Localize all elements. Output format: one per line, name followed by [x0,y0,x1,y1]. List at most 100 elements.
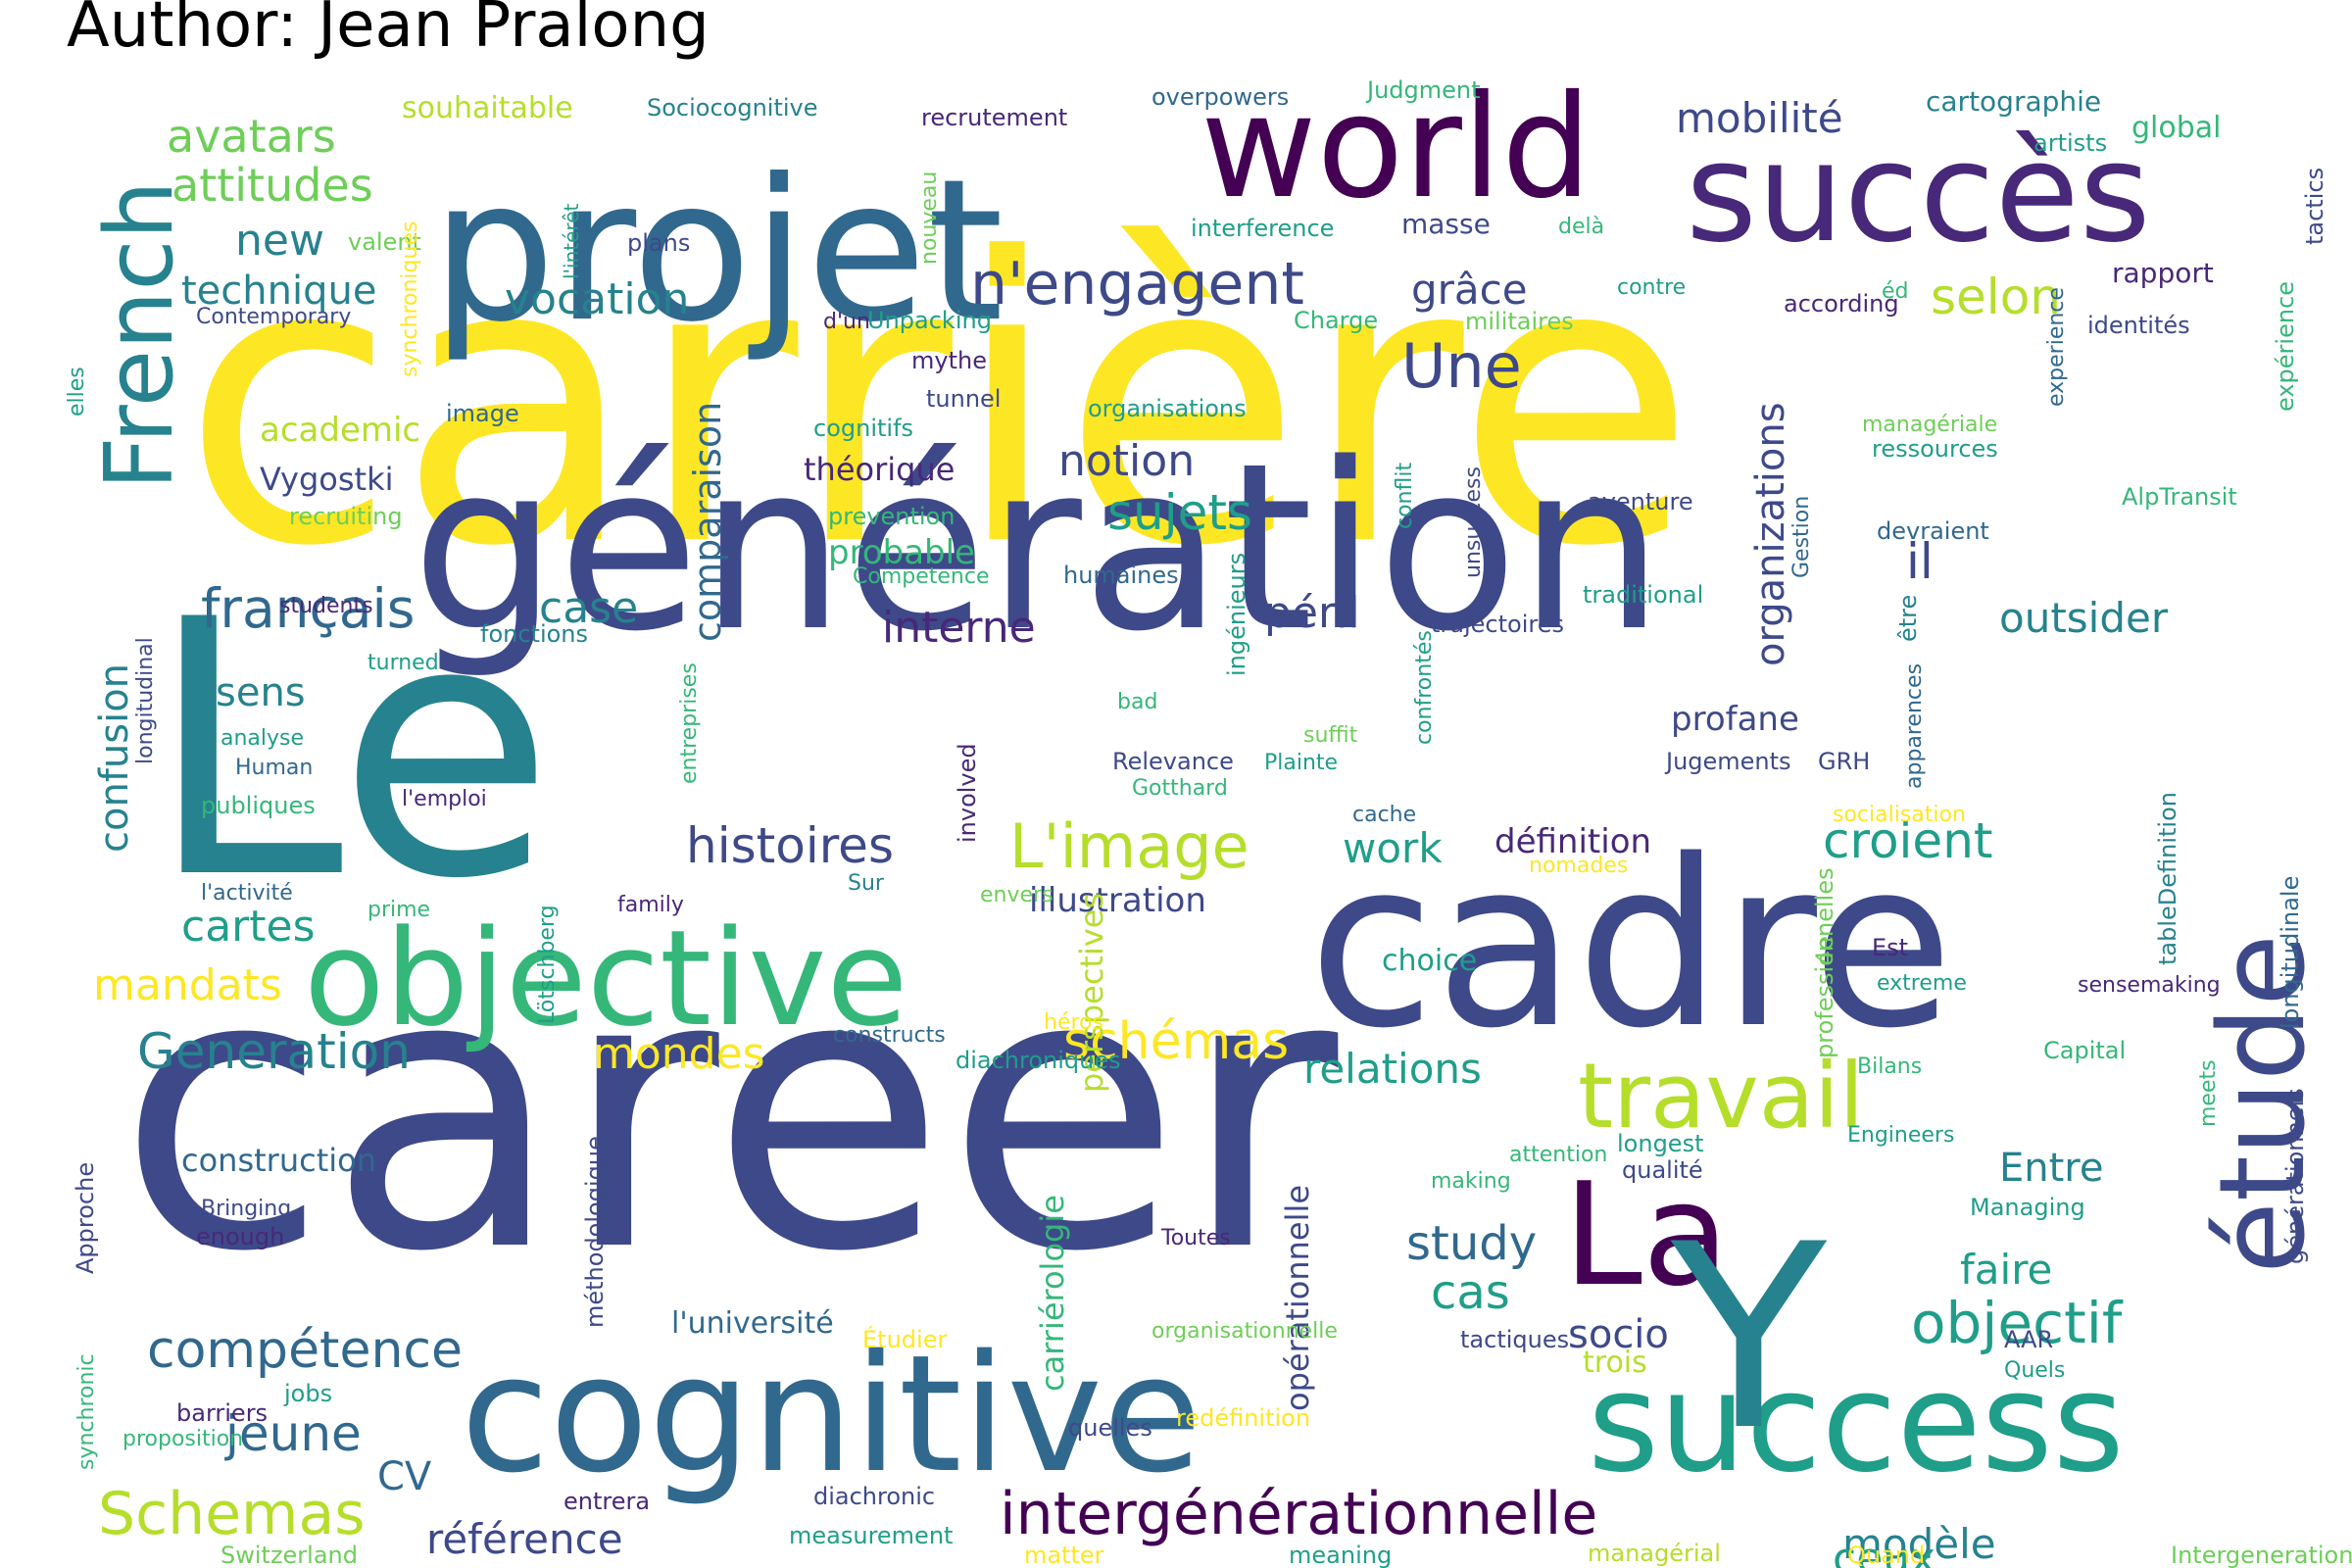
word-cloud-word: La [1563,1152,1730,1318]
word-cloud-word: relations [1303,1045,1482,1093]
word-cloud-word: professionnelles [1811,867,1838,1058]
word-cloud-word: apparences [1902,663,1927,789]
word-cloud-word: confrontés [1412,630,1437,745]
word-cloud-word: envers [980,883,1054,907]
word-cloud-word: Le [147,545,555,956]
word-cloud-word: sujets [1107,484,1252,541]
word-cloud-word: méthodologique [581,1136,609,1328]
word-cloud-word: involved [954,743,981,843]
word-cloud-word: trois [1583,1346,1647,1380]
word-cloud-word: carrière [181,176,1696,632]
word-cloud-word: experience [2044,287,2069,407]
word-cloud-word: proposition [122,1427,243,1451]
word-cloud-word: mondes [593,1029,765,1079]
word-cloud-word: illustration [1029,881,1206,920]
word-cloud-word: socialisation [1833,803,1966,827]
word-cloud-word: socio [1568,1312,1669,1357]
word-cloud-word: suffit [1303,723,1358,748]
word-cloud-word: prime [368,898,430,922]
word-cloud-word: redéfinition [1176,1404,1310,1432]
word-cloud-word: vocation [505,274,689,324]
word-cloud-word: mandats [93,960,282,1010]
word-cloud-word: meaning [1289,1542,1392,1568]
word-cloud-word: world [1200,65,1592,230]
word-cloud-word: quelles [1068,1414,1152,1442]
word-cloud-word: expérience [2272,281,2299,412]
word-cloud-word: synchroniques [398,221,422,377]
word-cloud-word: comparaison [686,402,729,642]
word-cloud-word: selon [1931,269,2061,325]
word-cloud-word: longest [1617,1130,1703,1157]
word-cloud-word: Relevance [1112,748,1234,775]
word-cloud-word: n'engagent [970,250,1304,318]
word-cloud-word: organisationnelle [1152,1319,1338,1344]
word-cloud-word: cadre [1308,811,1953,1079]
word-cloud-word: meets [2196,1059,2221,1127]
word-cloud-word: générationnels [2281,1088,2309,1264]
word-cloud-word: French [86,180,194,490]
word-cloud-word: global [2132,111,2222,145]
word-cloud-word: militaires [1465,308,1574,335]
word-cloud-word: Y [1667,1191,1831,1487]
word-cloud-word: new [235,216,324,266]
word-cloud-word: family [617,893,684,917]
word-cloud-word: delà [1558,215,1604,239]
word-cloud-word: conflit [1393,463,1417,529]
word-cloud-word: AAR [2004,1326,2053,1353]
word-cloud-word: grâce [1411,266,1528,314]
word-cloud-word: publiques [201,792,316,819]
word-cloud-word: success [1588,1344,2125,1503]
word-cloud-word: elles [65,367,89,416]
word-cloud-word: ingénieurs [1223,553,1250,676]
word-cloud-word: nomades [1529,854,1628,878]
word-cloud-word: jobs [283,1380,332,1407]
word-cloud-word: interne [882,603,1036,653]
word-cloud-word: analyse [220,726,304,751]
word-cloud-word: travail [1578,1044,1864,1149]
word-cloud-word: ceux [1833,1534,1936,1568]
word-cloud-word: français [201,577,415,640]
word-cloud-word: notion [1058,436,1195,486]
word-cloud-word: Schemas [98,1480,366,1548]
word-cloud-word: Étudier [862,1325,947,1353]
word-cloud-word: Une [1401,330,1522,402]
word-cloud-word: carriérologie [1034,1195,1071,1392]
word-cloud-word: identités [2087,312,2190,339]
word-cloud-word: Bringing [201,1197,291,1221]
word-cloud-word: turned [368,651,439,675]
word-cloud-word: Est [1872,934,1908,961]
word-cloud-word: making [1431,1169,1511,1194]
word-cloud-word: case [539,583,638,633]
word-cloud-word: CV [377,1454,432,1499]
word-cloud-word: sensemaking [2078,973,2221,998]
word-cloud-word: according [1784,290,1899,318]
word-cloud-word: cognitifs [813,415,913,442]
word-cloud-word: entrera [564,1488,650,1515]
word-cloud-word: être [1894,595,1922,642]
word-cloud-word: construction [181,1142,376,1179]
word-cloud-word: compétence [147,1321,463,1380]
word-cloud-word: histoires [686,817,894,874]
word-cloud-word: opérationnelle [1279,1185,1316,1411]
word-cloud-word: enough [196,1223,284,1250]
word-cloud-word: Vygostki [260,461,394,498]
word-cloud-word: l'activité [201,881,293,906]
word-cloud-word: Competence [853,564,990,589]
word-cloud-word: tactiques [1460,1326,1569,1353]
word-cloud-word: Switzerland [220,1542,358,1568]
word-cloud-word: tunnel [926,385,1001,413]
word-cloud-word: prevention [828,503,956,530]
word-cloud-word: GRH [1818,748,1870,775]
word-cloud-word: career [118,890,1343,1335]
word-cloud-word: avatars [167,110,336,163]
word-cloud-word: faire [1960,1246,2052,1294]
word-cloud-word: Bilans [1857,1054,1922,1079]
word-cloud-word: organizations [1748,402,1793,666]
word-cloud-word: cartographie [1926,85,2101,118]
word-cloud-word: projet [431,137,1004,366]
word-cloud-word: Human [235,756,313,780]
word-cloud-word: péril [1264,588,1360,638]
word-cloud-word: tableDefinition [2154,792,2181,965]
word-cloud-word: probable [828,533,975,572]
